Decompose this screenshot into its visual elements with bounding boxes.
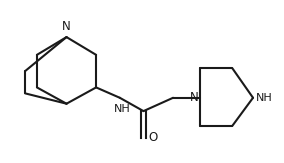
- Text: NH: NH: [255, 93, 272, 103]
- Text: NH: NH: [114, 104, 131, 114]
- Text: N: N: [189, 91, 198, 104]
- Text: N: N: [62, 20, 71, 33]
- Text: O: O: [149, 131, 158, 144]
